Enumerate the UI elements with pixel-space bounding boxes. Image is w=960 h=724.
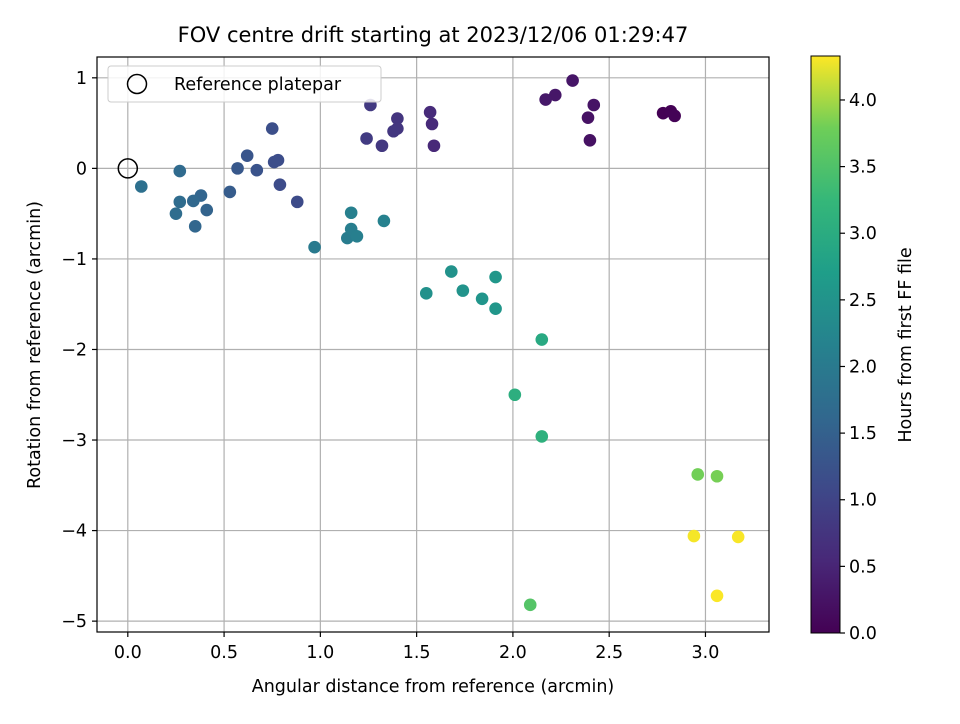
- scatter-point: [360, 132, 373, 145]
- scatter-point: [444, 265, 458, 278]
- x-tick-label: 2.0: [499, 643, 527, 663]
- scatter-point: [668, 109, 681, 123]
- scatter-point: [223, 185, 237, 199]
- scatter-point: [548, 88, 562, 102]
- colorbar-tick-label: 0.5: [849, 557, 877, 577]
- y-tick-label: −4: [61, 522, 87, 542]
- x-tick-label: 1.5: [403, 643, 431, 663]
- legend-box: [107, 65, 382, 103]
- legend-reference-marker: [126, 73, 148, 95]
- scatter-point: [523, 598, 537, 612]
- y-tick-label: 1: [76, 69, 87, 89]
- scatter-point: [731, 530, 745, 544]
- y-axis-ticks: 1 0 −1 −2 −3 −4 −5: [61, 69, 97, 632]
- colorbar-label: Hours from first FF file: [896, 247, 916, 442]
- scatter-point: [267, 155, 281, 169]
- scatter-point: [377, 214, 391, 228]
- x-axis-label: Angular distance from reference (arcmin): [252, 677, 615, 697]
- scatter-point: [581, 111, 595, 124]
- colorbar-tick-label: 0.0: [849, 624, 877, 644]
- plot-area-frame: [96, 56, 770, 633]
- scatter-point: [186, 194, 200, 208]
- x-tick-label: 2.5: [595, 643, 623, 663]
- legend: Reference platepar: [107, 65, 382, 103]
- scatter-point: [475, 292, 489, 306]
- scatter-point: [425, 117, 439, 131]
- scatter-point: [427, 139, 441, 153]
- scatter-point: [134, 180, 148, 193]
- scatter-point: [423, 105, 437, 119]
- scatter-point: [231, 162, 244, 175]
- scatter-point: [290, 195, 304, 209]
- colorbar-tick-label: 3.5: [849, 158, 877, 178]
- y-axis-label: Rotation from reference (arcmin): [25, 201, 45, 489]
- scatter-point: [508, 388, 522, 402]
- scatter-point: [387, 124, 400, 138]
- scatter-point: [489, 302, 502, 316]
- scatter-point: [188, 220, 202, 233]
- scatter-point: [169, 207, 183, 220]
- scatter-point: [200, 203, 214, 217]
- data-points: [117, 74, 745, 612]
- x-axis-ticks: 0.0 0.5 1.0 1.5 2.0 2.5 3.0: [114, 632, 719, 663]
- scatter-point: [375, 139, 389, 153]
- colorbar-tick-label: 2.5: [849, 291, 877, 311]
- scatter-point: [391, 112, 404, 125]
- scatter-point: [240, 149, 254, 163]
- y-tick-label: −2: [61, 340, 87, 360]
- scatter-point: [456, 284, 470, 297]
- x-tick-label: 1.0: [306, 643, 334, 663]
- chart-title: FOV centre drift starting at 2023/12/06 …: [178, 23, 689, 47]
- scatter-point: [265, 122, 279, 135]
- scatter-point: [273, 178, 287, 191]
- scatter-point: [250, 163, 264, 177]
- x-tick-label: 0.0: [114, 643, 142, 663]
- scatter-point: [710, 589, 724, 603]
- y-tick-label: −3: [61, 431, 87, 451]
- x-tick-label: 0.5: [210, 643, 238, 663]
- scatter-point: [489, 270, 502, 284]
- colorbar-tick-label: 4.0: [849, 91, 877, 111]
- scatter-point: [535, 333, 549, 346]
- scatter-point: [308, 240, 321, 254]
- y-tick-label: −5: [61, 612, 87, 632]
- scatter-point: [419, 287, 433, 300]
- colorbar-tick-label: 3.0: [849, 224, 877, 244]
- y-tick-label: −1: [61, 250, 87, 270]
- colorbar-gradient: [810, 55, 841, 634]
- reference-platepar-marker: [117, 158, 139, 179]
- scatter-point: [710, 469, 724, 483]
- scatter-point: [535, 430, 549, 443]
- scatter-point: [566, 74, 579, 87]
- colorbar-tick-label: 1.5: [849, 424, 877, 444]
- y-tick-label: 0: [76, 159, 87, 179]
- colorbar-tick-label: 1.0: [849, 491, 877, 511]
- colorbar-ticks: 0.0 0.5 1.0 1.5 2.0 2.5 3.0 3.5 4.0: [840, 91, 877, 644]
- scatter-point: [687, 529, 701, 543]
- scatter-point: [350, 229, 364, 243]
- scatter-point: [173, 195, 187, 209]
- scatter-point: [587, 98, 601, 112]
- scatter-point: [173, 164, 187, 178]
- colorbar: 0.0 0.5 1.0 1.5 2.0 2.5 3.0 3.5 4.0 Hours from f…: [810, 55, 916, 644]
- scatter-point: [344, 206, 358, 220]
- legend-entry-reference: Reference platepar: [174, 75, 342, 95]
- scatter-point: [539, 93, 552, 106]
- scatter-point: [583, 134, 597, 147]
- scatter-point: [691, 468, 705, 481]
- x-tick-label: 3.0: [692, 643, 720, 663]
- colorbar-tick-label: 2.0: [849, 357, 877, 377]
